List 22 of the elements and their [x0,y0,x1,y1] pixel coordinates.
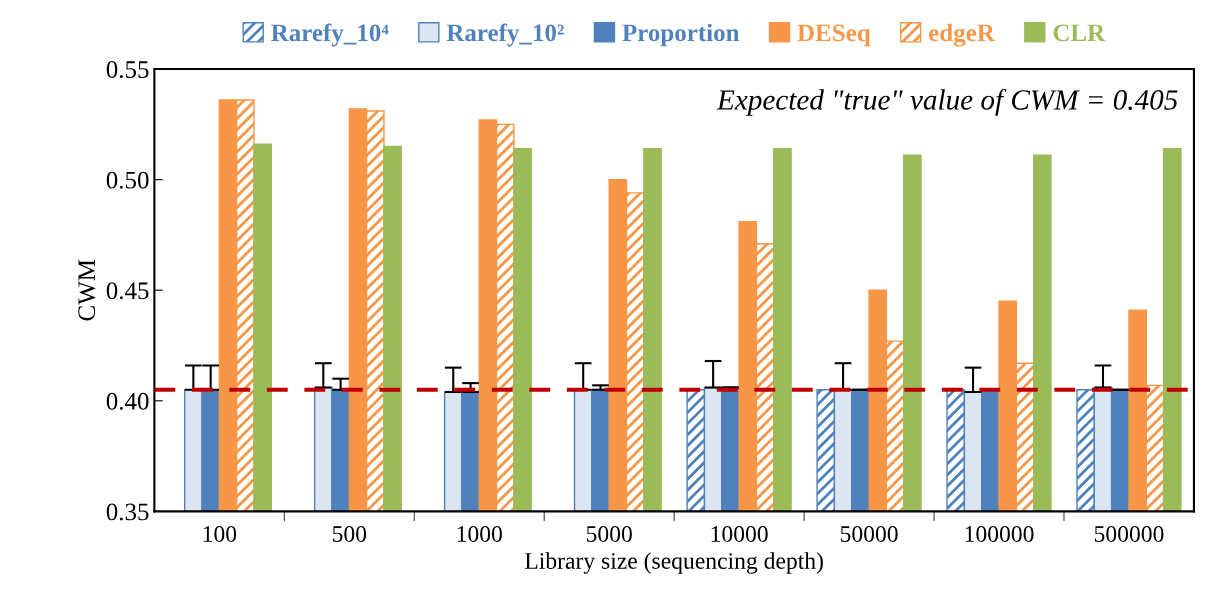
x-tick-label: 1000 [457,525,502,542]
y-tick-label: 0.50 [106,171,149,189]
x-tick-label: 50000 [840,525,898,542]
legend-label: Rarefy_10² [446,23,564,47]
legend-label: edgeR [929,23,996,47]
legend-label: Rarefy_10⁴ [271,23,389,47]
x-axis-title: Library size (sequencing depth) [525,552,823,574]
x-tick-label: 500 [332,525,367,542]
y-tick-label: 0.55 [106,61,149,79]
x-tick-label: 5000 [586,525,632,542]
x-tick-label: 100000 [965,525,1034,542]
y-tick-label: 0.45 [106,282,149,300]
legend-label: DESeq [797,24,871,47]
x-tick-label: 10000 [711,525,768,542]
y-axis-title: CWM [78,259,96,321]
x-tick-label: 500000 [1094,525,1164,542]
y-tick-label: 0.40 [106,392,149,410]
legend-label: CLR [1053,24,1106,42]
x-tick-label: 100 [203,525,237,542]
legend-label: Proportion [622,23,740,47]
annotation: Expected "true" value of CWM = 0.405 [716,88,1178,116]
y-tick-label: 0.35 [106,503,149,521]
